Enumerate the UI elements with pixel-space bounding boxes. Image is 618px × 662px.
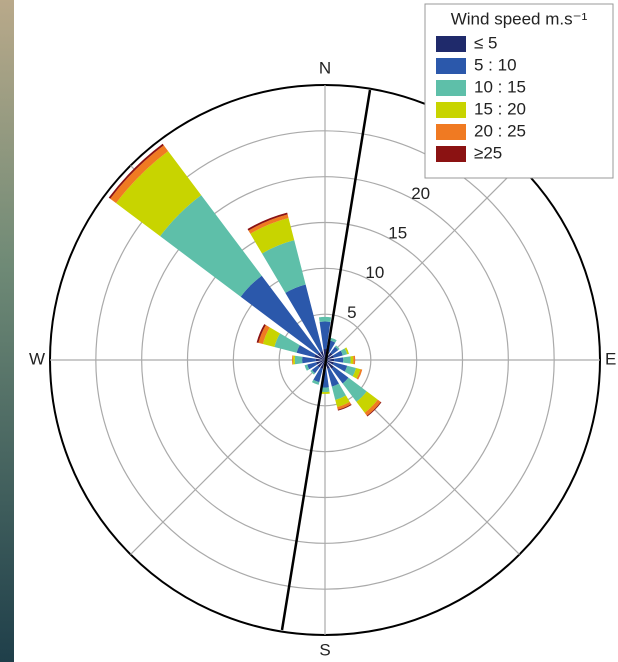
direction-label: N (319, 58, 331, 77)
wedge-segment (319, 321, 331, 350)
legend-swatch (436, 146, 466, 162)
wedge-segment (274, 333, 300, 353)
wedge-segment (330, 346, 339, 355)
grid-ring (232, 267, 418, 453)
wedge-segment (311, 379, 320, 385)
legend-swatch (436, 58, 466, 74)
legend-label: 10 : 15 (474, 77, 526, 96)
wedge-segment (353, 355, 356, 365)
legend-label: 5 : 10 (474, 55, 517, 74)
direction-label: W (29, 349, 45, 368)
wedge-segment (108, 143, 164, 199)
wedge-segment (320, 387, 330, 393)
r-tick-label: 20 (411, 184, 430, 203)
wedge-segment (325, 360, 334, 369)
wedge-segment (285, 284, 323, 353)
wedge-segment (334, 345, 340, 351)
grid-ring (278, 313, 372, 407)
wedge-segment (307, 362, 318, 370)
wedge-segment (247, 212, 288, 231)
wedge-segment (317, 352, 325, 360)
wedge-segment (330, 337, 337, 343)
r-tick-label: 5 (347, 303, 356, 322)
legend-label: 15 : 20 (474, 99, 526, 118)
wedge-segment (304, 364, 310, 371)
wedge-segment (325, 360, 334, 365)
wedge-segment (258, 325, 270, 345)
legend-label: 20 : 25 (474, 121, 526, 140)
grid-ring (186, 221, 464, 499)
legend-label: ≥25 (474, 143, 502, 162)
legend-label: ≤ 5 (474, 33, 498, 52)
wedge-segment (331, 366, 349, 384)
wedge-segment (327, 367, 339, 387)
legend: Wind speed m.s⁻¹ ≤ 5 5 : 10 10 : 15 15 : 20… (424, 3, 614, 179)
wedge-segment (296, 345, 316, 358)
wedge-segment (317, 360, 325, 368)
wedge-segment (350, 355, 354, 365)
wedge-segment (250, 217, 295, 254)
wedge-segment (294, 355, 303, 365)
wedge-segment (318, 316, 332, 322)
wedge-segment (262, 327, 281, 348)
legend-swatch (436, 80, 466, 96)
wedge-segment (356, 391, 378, 413)
wedge-segment (332, 362, 348, 372)
wedge-segment (310, 369, 316, 375)
wedge-segment (366, 401, 382, 417)
wedge-segment (302, 356, 316, 364)
direction-label: S (319, 640, 330, 659)
wedge-segment (248, 214, 289, 234)
wedge-segment (342, 377, 367, 402)
wedge-segment (344, 365, 357, 377)
wedge-segment (314, 354, 325, 360)
direction-label: E (605, 349, 616, 368)
axis-line (280, 89, 372, 631)
wedge-segment (332, 350, 343, 358)
wedge-segment (340, 348, 348, 356)
r-tick-label: 15 (388, 223, 407, 242)
wedge-segment (337, 404, 352, 411)
wedge-segment (320, 391, 330, 394)
wedge-segment (352, 367, 361, 379)
r-tick-label: 10 (365, 263, 384, 282)
wedge-segment (240, 275, 320, 355)
wedge-segment (262, 240, 306, 293)
wedge-segment (356, 369, 363, 380)
legend-swatch (436, 124, 466, 140)
grid-ring (141, 176, 509, 544)
wedge-segment (292, 355, 294, 365)
wedge-segment (337, 401, 352, 410)
legend-swatch (436, 36, 466, 52)
legend-title: Wind speed m.s⁻¹ (451, 9, 588, 28)
wedge-segment (316, 360, 325, 365)
wedge-segment (110, 145, 169, 204)
wedge-segment (323, 349, 327, 360)
wedge-segment (256, 324, 266, 343)
wedge-segment (334, 357, 344, 363)
wedges (108, 143, 382, 417)
wedge-segment (311, 365, 320, 374)
wedge-segment (320, 351, 325, 360)
grid-ring (95, 130, 555, 590)
wedge-segment (364, 399, 381, 416)
wedge-segment (335, 395, 350, 408)
wedge-segment (325, 358, 335, 362)
wedge-segment (160, 195, 262, 297)
wedge-segment (343, 356, 351, 364)
wedge-segment (315, 358, 325, 362)
photo-strip (0, 0, 14, 662)
wedge-segment (116, 151, 202, 237)
wedge-segment (344, 347, 349, 355)
wedge-segment (313, 367, 323, 383)
wedge-segment (331, 383, 346, 400)
wedge-segment (320, 360, 325, 369)
legend-swatch (436, 102, 466, 118)
wedge-segment (292, 355, 296, 365)
